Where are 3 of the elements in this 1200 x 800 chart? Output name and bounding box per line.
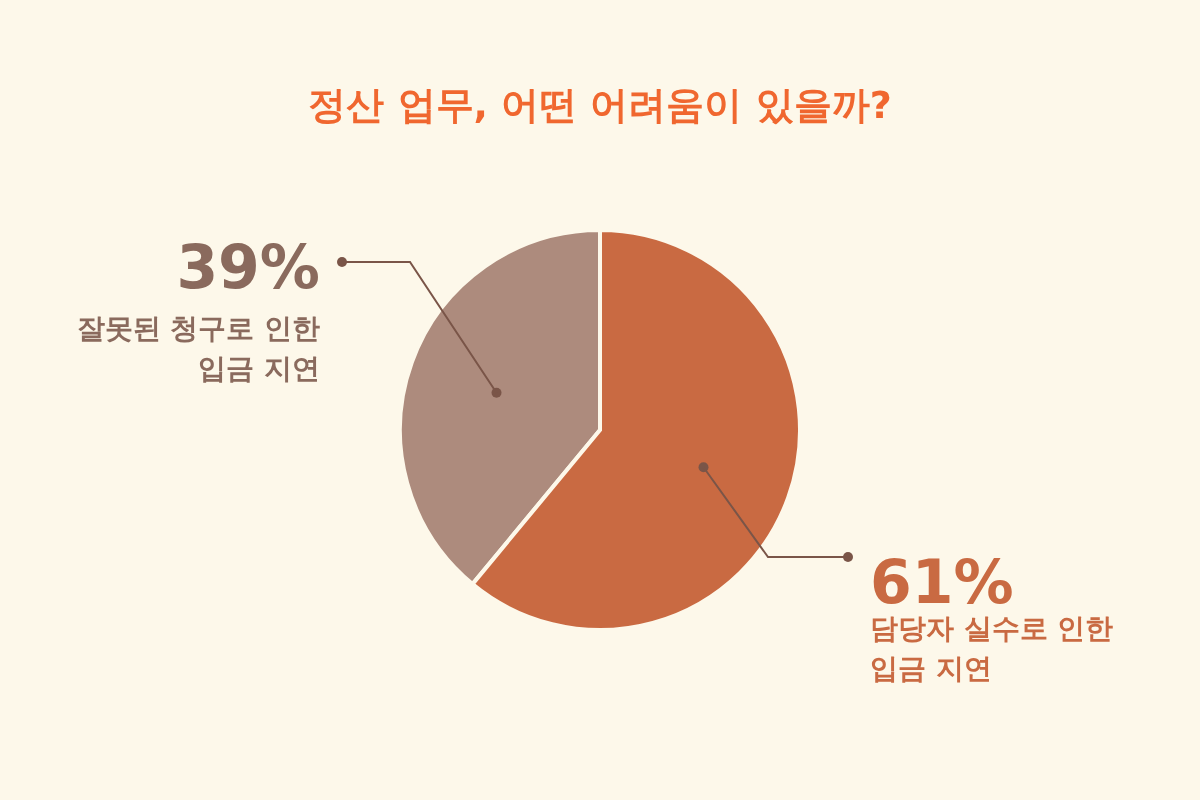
data-label: 39% <box>176 232 320 302</box>
slice-label: 잘못된 청구로 인한 입금 지연 <box>76 312 320 385</box>
chart-title: 정산 업무, 어떤 어려움이 있을까? <box>308 83 892 127</box>
